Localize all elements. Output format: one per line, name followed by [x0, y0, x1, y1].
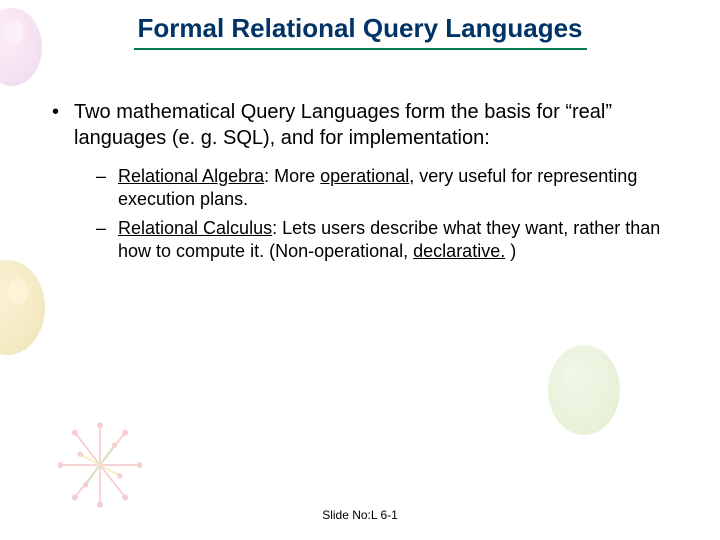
underlined-term: operational	[320, 166, 409, 186]
underlined-term: Relational Calculus	[118, 218, 272, 238]
slide-footer: Slide No:L 6-1	[0, 508, 720, 522]
main-bullet: • Two mathematical Query Languages form …	[52, 100, 672, 151]
balloon-green	[548, 345, 620, 435]
sub-bullet-text: Relational Algebra: More operational, ve…	[118, 165, 672, 211]
main-bullet-text: Two mathematical Query Languages form th…	[74, 100, 672, 151]
sub-bullet-text: Relational Calculus: Lets users describe…	[118, 217, 672, 263]
slide-content: • Two mathematical Query Languages form …	[52, 100, 672, 269]
sub-bullet-marker: –	[96, 217, 118, 263]
bullet-marker: •	[52, 100, 74, 151]
balloon-yellow-highlight	[8, 278, 28, 304]
sub-bullet: – Relational Calculus: Lets users descri…	[96, 217, 672, 263]
sub-bullet: – Relational Algebra: More operational, …	[96, 165, 672, 211]
balloon-yellow	[0, 260, 45, 355]
balloon-green-highlight	[564, 360, 582, 384]
firework-icon	[55, 420, 145, 510]
slide-title: Formal Relational Query Languages	[134, 14, 587, 50]
underlined-term: declarative.	[413, 241, 505, 261]
title-wrap: Formal Relational Query Languages	[0, 14, 720, 50]
sub-bullet-marker: –	[96, 165, 118, 211]
sub-bullet-list: – Relational Algebra: More operational, …	[52, 165, 672, 263]
underlined-term: Relational Algebra	[118, 166, 264, 186]
